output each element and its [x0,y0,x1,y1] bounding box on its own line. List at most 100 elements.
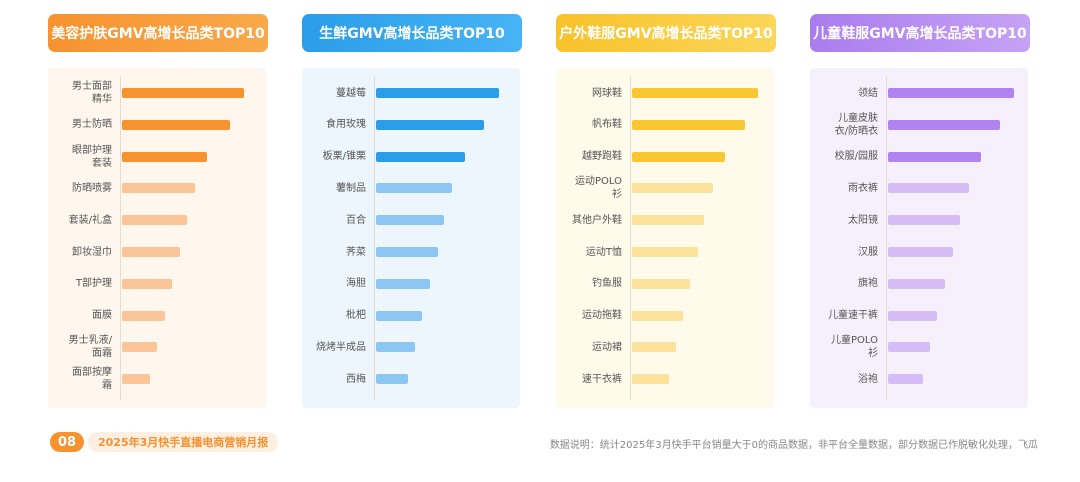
category-label: 运动裙 [592,341,622,353]
bar [122,215,187,226]
bar [122,183,195,194]
bar [376,278,430,289]
category-label: 烧烤半成品 [316,341,366,353]
bar-row: 西梅 [302,363,520,395]
bar-row: 蔓越莓 [302,77,520,109]
bar [376,215,444,226]
bar-row: 眼部护理套装 [48,141,266,173]
bar-row: 儿童POLO衫 [810,331,1028,363]
bar [632,119,745,130]
category-label: 百合 [346,214,366,226]
bar [632,278,690,289]
category-label: T部护理 [75,278,112,290]
bar-row: 百合 [302,204,520,236]
category-label: 薯制品 [336,182,366,194]
category-label: 男士面部精华 [72,81,112,105]
category-label: 越野跑鞋 [582,151,622,163]
bar [632,88,758,98]
category-label: 男士乳液/面霜 [68,335,112,360]
bar [376,151,465,162]
bar [888,151,981,162]
category-label: 速干衣裤 [582,373,622,385]
bar [632,183,713,194]
category-label: 面膜 [92,310,112,322]
chart-title: 美容护肤GMV高增长品类TOP10 [48,14,268,52]
bar [632,247,698,257]
category-label: 儿童速干裤 [828,310,878,322]
bar-row: T部护理 [48,268,266,300]
category-label: 蔓越莓 [336,87,366,99]
bar-row: 海胆 [302,268,520,300]
category-label: 板栗/锥栗 [322,151,366,163]
data-note: 数据说明：统计2025年3月快手平台销量大于0的商品数据，非平台全量数据，部分数… [549,440,1038,451]
bar-row: 太阳镜 [810,204,1028,236]
bar-row: 运动裙 [556,331,774,363]
bar [122,247,180,257]
category-label: 荠菜 [346,246,366,258]
bar [122,342,157,353]
bar-row: 旗袍 [810,268,1028,300]
category-label: 校服/园服 [834,151,878,163]
bar-row: 男士乳液/面霜 [48,331,266,363]
bar-row: 食用玫瑰 [302,109,520,141]
bar-row: 儿童皮肤衣/防晒衣 [810,109,1028,141]
page-number: 08 [50,432,84,452]
bar [888,183,969,194]
bar-row: 运动T恤 [556,236,774,268]
axis-line [886,76,887,400]
bar-row: 面膜 [48,300,266,332]
bar [888,342,930,353]
bar-row: 板栗/锥栗 [302,141,520,173]
category-label: 汉服 [858,246,878,258]
category-label: 浴袍 [858,373,878,385]
bar-row: 浴袍 [810,363,1028,395]
report-title: 2025年3月快手直播电商营销月报 [88,432,279,452]
axis-line [120,76,121,400]
category-label: 运动T恤 [585,246,622,258]
category-label: 眼部护理套装 [72,144,112,169]
bar [122,374,150,385]
bar [888,310,937,321]
bar [632,151,725,162]
category-label: 网球鞋 [592,87,622,99]
bar [376,119,484,130]
bar [888,119,1000,130]
bar-row: 荠菜 [302,236,520,268]
bar [888,278,945,289]
bar [632,374,669,385]
bar [376,183,452,194]
chart-panel: 领结儿童皮肤衣/防晒衣校服/园服雨衣裤太阳镜汉服旗袍儿童速干裤儿童POLO衫浴袍 [810,68,1028,408]
category-label: 旗袍 [858,278,878,290]
chart-panel: 蔓越莓食用玫瑰板栗/锥栗薯制品百合荠菜海胆 枇杷烧烤半成品西梅 [302,68,520,408]
axis-line [630,76,631,400]
bar [122,310,165,321]
bar-row: 防晒喷雾 [48,172,266,204]
bar-row: 速干衣裤 [556,363,774,395]
bar-row: 面部按摩霜 [48,363,266,395]
category-label: 雨衣裤 [848,182,878,194]
bar-row: 枇杷 [302,300,520,332]
bar-row: 领结 [810,77,1028,109]
bar [376,342,415,353]
bar-row: 运动POLO衫 [556,172,774,204]
bar [376,374,408,385]
bar [376,88,499,98]
bar [122,151,207,162]
chart-panel: 网球鞋 帆布鞋 越野跑鞋 运动POLO衫 其他户外鞋 运动T恤 钓鱼服 运动拖鞋 运动裙 速干衣裤 [556,68,774,408]
category-label: 钓鱼服 [592,278,622,290]
chart-panel: 男士面部精华 男士防晒 眼部护理套装 防晒喷雾 套装/礼盒 卸妆湿巾 T部护理 面膜 男士乳液/… [48,68,266,408]
bar-row: 男士面部精华 [48,77,266,109]
category-label: 西梅 [346,373,366,385]
bar-row: 帆布鞋 [556,109,774,141]
category-label: 防晒喷雾 [72,182,112,194]
category-label: 儿童皮肤衣/防晒衣 [834,112,878,137]
bar-row: 薯制品 [302,172,520,204]
bar [888,88,1014,98]
bar [122,278,172,289]
category-label: 男士防晒 [72,119,112,131]
bar-row: 汉服 [810,236,1028,268]
bar [888,374,923,385]
category-label: 儿童POLO衫 [831,335,878,360]
chart-title: 户外鞋服GMV高增长品类TOP10 [556,14,776,52]
